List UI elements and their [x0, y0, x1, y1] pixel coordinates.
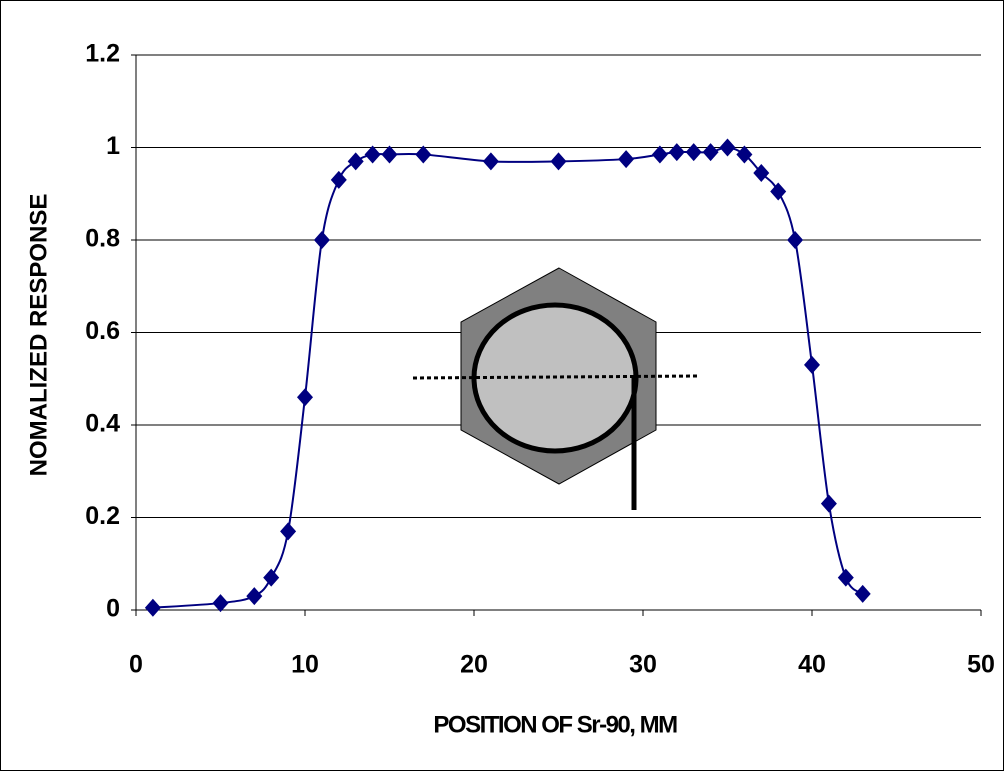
data-point: [719, 138, 736, 157]
y-tick-label: 1.2: [85, 40, 120, 68]
data-point: [246, 587, 263, 606]
data-point: [770, 182, 787, 201]
data-point: [787, 231, 804, 249]
data-point: [837, 568, 854, 587]
y-tick-label: 1: [106, 132, 120, 160]
data-point: [702, 143, 719, 162]
data-point: [330, 170, 347, 189]
data-point: [753, 163, 770, 182]
data-point: [381, 145, 398, 164]
x-axis-label: POSITION OF Sr-90, MM: [433, 711, 677, 738]
data-point: [820, 494, 837, 513]
y-tick-label: 0.4: [85, 410, 120, 438]
data-point: [263, 568, 280, 587]
y-tick-label: 0.8: [85, 225, 120, 253]
data-point: [854, 584, 871, 603]
x-tick-label: 50: [967, 651, 995, 679]
data-point: [347, 152, 364, 171]
x-tick-label: 20: [460, 651, 488, 679]
data-point: [144, 598, 161, 617]
data-point: [618, 150, 635, 169]
y-axis-label: NOMALIZED RESPONSE: [25, 194, 52, 477]
y-tick-label: 0: [106, 595, 120, 623]
data-point: [651, 145, 668, 164]
x-tick-label: 40: [798, 651, 826, 679]
x-tick-label: 30: [629, 651, 657, 679]
data-point: [685, 143, 702, 162]
y-tick-label: 0.2: [85, 502, 120, 530]
data-point: [482, 152, 499, 171]
data-point: [212, 594, 229, 613]
diagram-inset: [412, 267, 698, 510]
data-point: [668, 143, 685, 162]
data-point: [364, 145, 381, 164]
x-tick-label: 10: [291, 651, 319, 679]
data-point: [550, 152, 567, 171]
x-tick-label: 0: [129, 651, 143, 679]
data-point: [804, 355, 820, 374]
data-point: [736, 145, 753, 164]
data-point: [313, 231, 330, 249]
scan-line: [412, 374, 698, 380]
data-point: [415, 145, 432, 164]
data-point: [280, 522, 297, 541]
y-tick-label: 0.6: [85, 317, 120, 345]
data-point: [297, 388, 313, 407]
